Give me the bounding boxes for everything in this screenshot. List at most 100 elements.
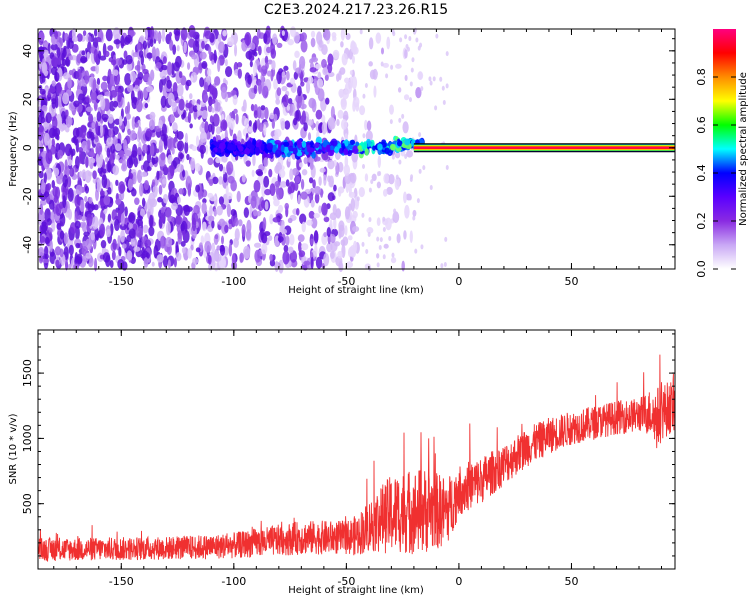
spectrogram-noise-blob [100,97,106,111]
spectrogram-noise-blob [383,173,390,184]
spectrogram-noise-blob [264,188,272,196]
spectrogram-noise-blob [410,67,414,73]
spectrogram-noise-blob [133,246,141,252]
spectrogram-noise-blob [264,55,269,65]
spectrogram-noise-blob [201,61,208,70]
spectrogram-noise-blob [321,58,327,69]
spectrogram-noise-blob [61,123,67,131]
spectrogram-noise-blob [103,195,111,206]
spectrogram-noise-blob [361,241,365,247]
snr-x-ticks: -150 -100 -50 0 50 [53,330,662,588]
spectrogram-y-ticks: -40 -20 0 20 40 [21,38,675,270]
spectrogram-noise-blob [258,45,262,56]
spectrogram-noise-blob [217,58,221,72]
spectrogram-noise-blob [366,227,374,234]
spectrogram-noise-blob [90,158,96,164]
spectrogram-noise-blob [362,93,366,99]
spectrogram-noise-blob [445,51,449,57]
spectrogram-noise-blob [95,64,99,75]
spectrogram-band-blob [309,140,314,146]
spectrogram-noise-blob [391,154,395,160]
spectrogram-noise-blob [253,84,258,95]
spectrogram-noise-blob [176,196,181,204]
spectrogram-x-axis-label: Height of straight line (km) [288,285,424,296]
spectrogram-noise-blob [114,58,123,66]
spectrogram-noise-blob [225,66,233,78]
spectrogram-noise-blob [344,206,351,220]
spectrogram-noise-blob [38,246,45,258]
colorbar-tick-label: 0.4 [695,164,708,182]
spectrogram-noise-blob [428,76,432,82]
spectrogram-noise-blob [314,63,322,70]
spectrogram-noise-blob [373,85,377,98]
spectrogram-noise-blob [177,84,184,97]
spectrogram-noise-blob [295,175,301,184]
spectrogram-noise-blob [342,236,349,246]
spectrogram-noise-blob [203,93,209,102]
spectrogram-noise-blob [441,85,445,91]
spectrogram-noise-blob [308,210,315,219]
spectrogram-noise-blob [358,186,365,198]
spectrogram-noise-blob [415,86,422,99]
spectrogram-noise-blob [314,185,322,195]
spectrogram-noise-blob [146,85,154,93]
spectrogram-noise-blob [59,230,65,240]
spectrogram-noise-blob [68,263,72,270]
spectrogram-noise-blob [129,172,134,180]
spectrogram-noise-blob [221,86,227,100]
spectrogram-band-blob [250,148,255,155]
spectrogram-noise-blob [218,196,225,205]
spectrogram-noise-blob [88,113,94,124]
spectrogram-noise-blob [418,71,423,80]
spectrogram-noise-blob [232,94,238,106]
spectrogram-noise-blob [195,184,201,193]
spectrogram-noise-blob [151,155,159,164]
spectrogram-noise-blob [163,164,167,173]
spectrogram-noise-blob [158,119,163,129]
spectrogram-noise-blob [409,230,413,243]
spectrogram-noise-blob [162,56,167,64]
spectrogram-noise-blob [118,150,125,158]
spectrogram-noise-blob [109,153,115,166]
spectrogram-noise-blob [213,49,217,64]
spectrogram-noise-blob [276,42,283,48]
spectrogram-noise-blob [364,83,368,89]
spectrogram-noise-blob [220,119,228,132]
spectrogram-band-blob [311,151,316,159]
spectrogram-noise-blob [189,123,193,129]
spectrogram-noise-blob [149,214,154,228]
spectrogram-noise-blob [173,28,181,36]
spectrogram-noise-blob [90,90,97,104]
spectrogram-band-blob [306,144,311,153]
spectrogram-noise-blob [118,115,123,126]
spectrogram-noise-blob [102,252,111,263]
spectrogram-noise-blob [371,174,375,180]
spectrogram-noise-blob [128,228,136,239]
spectrogram-noise-blob [110,59,117,66]
spectrogram-noise-blob [323,252,330,267]
spectrogram-noise-blob [404,204,410,219]
spectrogram-noise-blob [265,62,269,70]
spectrogram-noise-blob [133,157,138,168]
spectrogram-noise-blob [162,255,169,268]
spectrogram-noise-blob [129,70,137,83]
spectrogram-noise-blob [324,74,329,81]
spectrogram-noise-blob [76,33,83,42]
spectrogram-noise-blob [134,83,139,90]
spectrogram-noise-blob [190,157,196,171]
spectrogram-noise-blob [65,109,69,118]
spectrogram-noise-blob [43,121,48,127]
spectrogram-noise-blob [383,243,389,249]
spectrogram-noise-blob [63,232,69,245]
spectrogram-noise-blob [51,36,56,45]
spectrogram-noise-blob [233,108,238,114]
spectrogram-noise-blob [275,98,281,105]
spectrogram-noise-blob [378,244,382,250]
spectrogram-noise-blob [408,36,412,42]
spectrogram-noise-blob [92,170,97,180]
spectrogram-noise-blob [118,181,126,194]
spectrogram-noise-blob [191,145,198,152]
spectrogram-noise-blob [366,120,372,132]
spectrogram-noise-blob [284,202,290,210]
